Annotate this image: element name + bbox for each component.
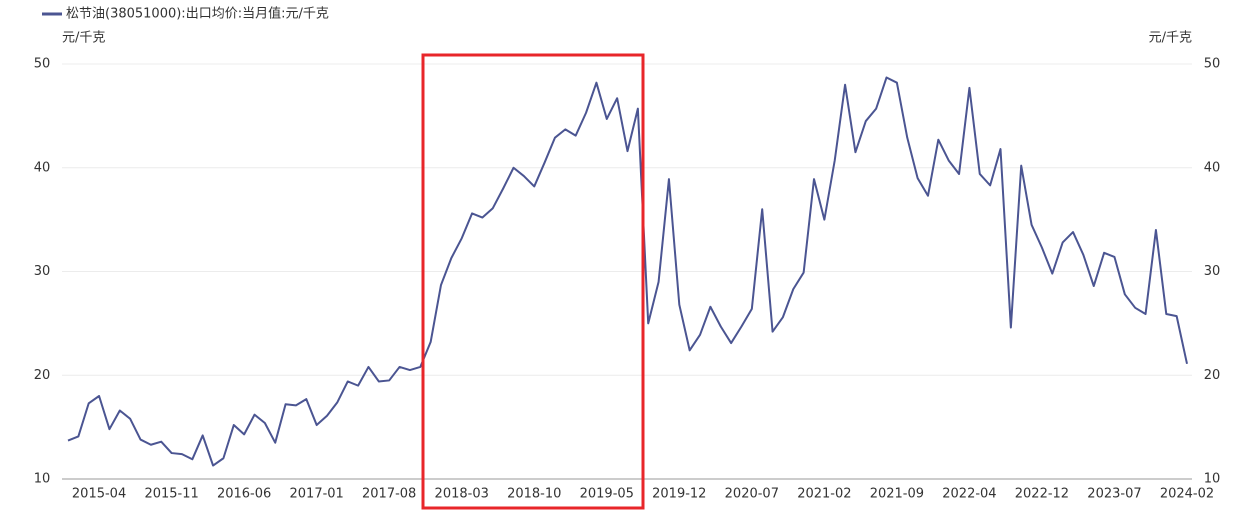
- y-tick-label: 20: [34, 368, 51, 383]
- x-tick-label: 2024-02: [1160, 487, 1214, 502]
- y-tick-label: 40: [34, 160, 51, 175]
- x-tick-label: 2019-05: [580, 487, 634, 502]
- x-tick-label: 2016-06: [217, 487, 271, 502]
- grid: 10 20 30 40 50 10 20 30 40 50 2015-04 2015-11 2016-0…: [34, 57, 1221, 502]
- y-tick-label: 10: [34, 472, 51, 487]
- x-tick-label: 2017-08: [362, 487, 416, 502]
- x-tick-label: 2020-07: [725, 487, 779, 502]
- y2-tick-label: 20: [1204, 368, 1221, 383]
- x-tick-label: 2022-12: [1015, 487, 1069, 502]
- x-tick-label: 2015-04: [72, 487, 126, 502]
- x-tick-label: 2018-10: [507, 487, 561, 502]
- x-tick-label: 2015-11: [144, 487, 198, 502]
- y2-axis-unit: 元/千克: [1149, 31, 1192, 46]
- highlight-box: [421, 53, 645, 510]
- x-tick-label: 2021-09: [870, 487, 924, 502]
- x-tick-label: 2021-02: [797, 487, 851, 502]
- y2-tick-label: 30: [1204, 264, 1221, 279]
- y-tick-label: 30: [34, 264, 51, 279]
- series-line: [67, 76, 1188, 467]
- x-tick-label: 2022-04: [942, 487, 996, 502]
- x-tick-label: 2018-03: [435, 487, 489, 502]
- y2-tick-label: 40: [1204, 160, 1221, 175]
- y2-tick-label: 10: [1204, 472, 1221, 487]
- y-tick-label: 50: [34, 57, 51, 72]
- legend-label: 松节油(38051000):出口均价:当月值:元/千克: [66, 6, 329, 22]
- x-tick-label: 2019-12: [652, 487, 706, 502]
- plot: [67, 76, 1188, 467]
- y-axis-unit: 元/千克: [62, 31, 105, 46]
- x-tick-label: 2023-07: [1087, 487, 1141, 502]
- y2-tick-label: 50: [1204, 57, 1221, 72]
- x-tick-label: 2017-01: [290, 487, 344, 502]
